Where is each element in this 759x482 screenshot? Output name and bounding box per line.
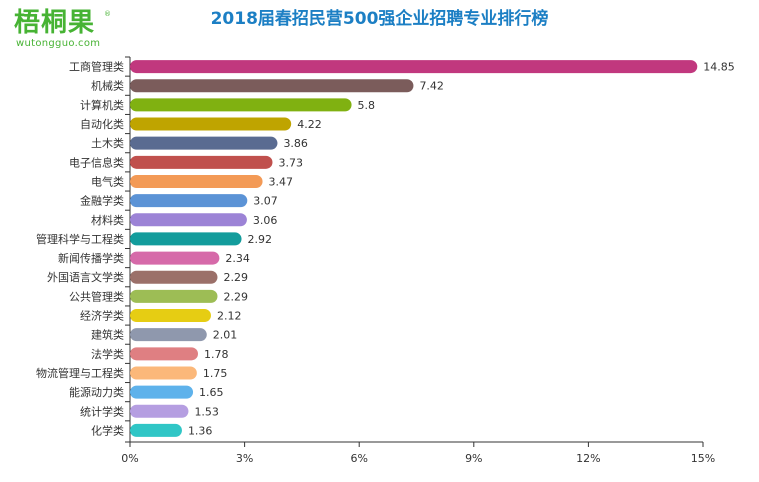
registered-mark: ®	[104, 10, 111, 18]
logo-text: 梧桐果	[14, 8, 96, 38]
category-label: 工商管理类	[69, 60, 124, 74]
data-label: 14.85	[703, 61, 735, 74]
x-tick-label: 3%	[236, 452, 253, 465]
bar	[130, 98, 352, 112]
x-tick-label: 0%	[121, 452, 138, 465]
category-label: 材料类	[91, 213, 124, 227]
category-label: 化学类	[91, 423, 124, 437]
category-label: 计算机类	[80, 98, 124, 112]
bar	[130, 366, 197, 380]
bar	[130, 423, 182, 437]
data-label: 3.06	[253, 214, 278, 227]
bar	[130, 270, 218, 284]
bar	[130, 328, 207, 342]
bar	[130, 136, 278, 150]
bar	[130, 60, 698, 74]
category-label: 土木类	[91, 136, 124, 150]
category-label: 法学类	[91, 347, 124, 361]
category-label: 外国语言文学类	[47, 270, 124, 284]
x-tick-label: 6%	[350, 452, 367, 465]
data-label: 2.01	[213, 329, 238, 342]
x-tick-label: 9%	[465, 452, 482, 465]
data-label: 2.92	[248, 233, 273, 246]
bar	[130, 232, 242, 246]
data-label: 2.29	[223, 290, 248, 303]
data-label: 7.42	[419, 80, 444, 93]
data-label: 4.22	[297, 118, 322, 131]
category-label: 公共管理类	[69, 289, 124, 303]
bar	[130, 309, 211, 323]
logo: 梧桐果 ® wutongguo.com	[14, 8, 114, 52]
bar	[130, 289, 218, 303]
x-tick-label: 12%	[576, 452, 600, 465]
category-label: 电气类	[91, 174, 124, 188]
data-label: 3.86	[283, 137, 308, 150]
bar	[130, 385, 194, 399]
data-label: 3.07	[253, 195, 277, 208]
bar	[130, 404, 189, 418]
category-label: 能源动力类	[69, 385, 124, 399]
bar	[130, 213, 247, 227]
data-label: 1.65	[199, 386, 224, 399]
data-label: 5.8	[358, 99, 376, 112]
bar	[130, 347, 198, 361]
category-label: 新闻传播学类	[58, 251, 124, 265]
data-label: 2.29	[223, 271, 248, 284]
bar	[130, 79, 414, 93]
data-label: 1.36	[188, 424, 213, 437]
category-label: 物流管理与工程类	[36, 366, 124, 380]
category-label: 金融学类	[80, 194, 124, 208]
data-label: 1.75	[203, 367, 228, 380]
chart-title: 2018届春招民营500强企业招聘专业排行榜	[210, 9, 549, 29]
data-label: 3.47	[269, 175, 294, 188]
category-label: 建筑类	[91, 328, 124, 342]
x-tick-label: 15%	[691, 452, 715, 465]
bar	[130, 174, 263, 188]
category-label: 管理科学与工程类	[36, 232, 124, 246]
bar	[130, 155, 273, 169]
data-label: 2.12	[217, 310, 242, 323]
category-label: 机械类	[91, 79, 124, 93]
bar	[130, 194, 248, 208]
category-label: 统计学类	[80, 404, 124, 418]
bar	[130, 117, 292, 131]
logo-url: wutongguo.com	[16, 38, 101, 49]
data-label: 2.34	[225, 252, 250, 265]
bar	[130, 251, 220, 265]
category-label: 经济学类	[80, 309, 124, 323]
category-label: 自动化类	[80, 117, 124, 131]
data-label: 1.78	[204, 348, 229, 361]
data-label: 3.73	[278, 156, 303, 169]
category-label: 电子信息类	[69, 155, 124, 169]
data-label: 1.53	[194, 405, 219, 418]
